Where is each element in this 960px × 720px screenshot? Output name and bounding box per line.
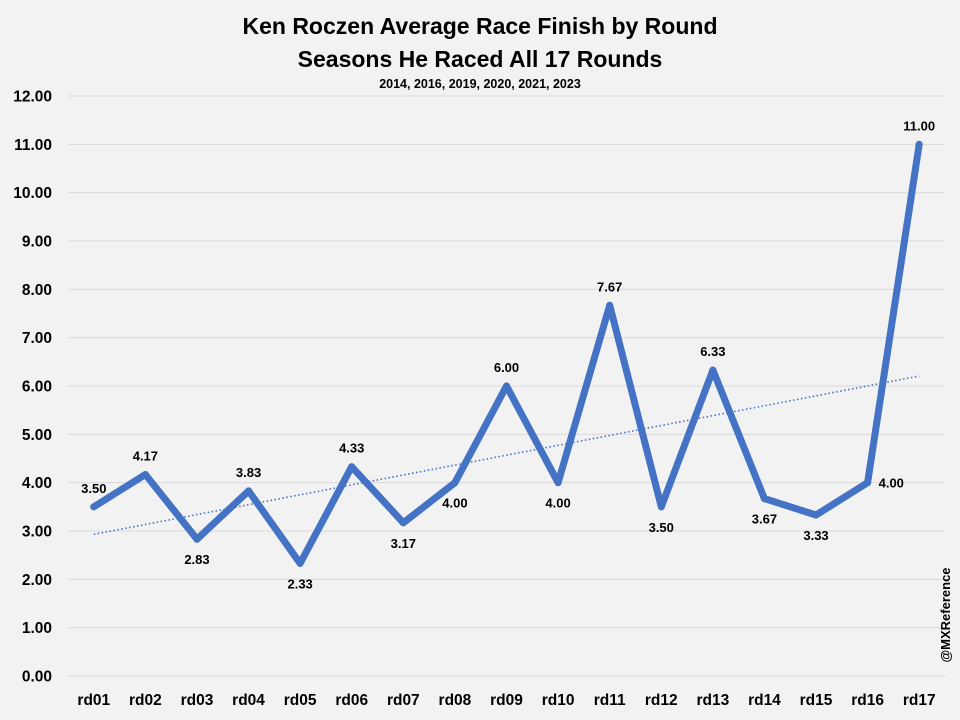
data-label: 3.83 bbox=[236, 465, 261, 480]
x-tick-label: rd15 bbox=[800, 692, 833, 709]
x-tick-label: rd14 bbox=[748, 692, 781, 709]
data-label: 4.00 bbox=[545, 496, 570, 511]
data-point bbox=[915, 140, 923, 148]
data-label: 4.33 bbox=[339, 441, 364, 456]
data-label: 3.50 bbox=[649, 520, 674, 535]
data-label: 3.33 bbox=[803, 528, 828, 543]
x-tick-label: rd05 bbox=[284, 692, 317, 709]
data-label: 3.17 bbox=[391, 536, 416, 551]
x-tick-label: rd06 bbox=[335, 692, 368, 709]
y-tick-label: 2.00 bbox=[22, 572, 52, 589]
data-point bbox=[503, 382, 510, 390]
data-point bbox=[760, 495, 768, 503]
data-label: 6.00 bbox=[494, 360, 519, 375]
y-tick-label: 6.00 bbox=[22, 379, 52, 396]
x-tick-label: rd11 bbox=[594, 692, 626, 709]
y-tick-label: 5.00 bbox=[22, 427, 52, 444]
x-tick-label: rd07 bbox=[387, 692, 420, 709]
x-tick-label: rd17 bbox=[903, 692, 936, 709]
data-point bbox=[606, 301, 614, 309]
data-point bbox=[812, 511, 820, 519]
y-tick-label: 11.00 bbox=[14, 137, 52, 154]
data-point bbox=[296, 559, 304, 567]
x-tick-label: rd08 bbox=[439, 692, 472, 709]
x-axis-tick-labels: rd01 rd02 rd03 rd04 rd05 rd06 rd07 rd08 rd09 rd10… bbox=[77, 692, 935, 709]
y-tick-label: 9.00 bbox=[22, 234, 52, 251]
y-tick-label: 10.00 bbox=[13, 185, 52, 202]
y-tick-label: 4.00 bbox=[22, 475, 52, 492]
data-label: 6.33 bbox=[700, 344, 725, 359]
watermark: @MXReference bbox=[938, 567, 953, 662]
data-point bbox=[348, 463, 356, 471]
x-tick-label: rd09 bbox=[490, 692, 523, 709]
data-label: 2.83 bbox=[184, 552, 209, 567]
x-tick-label: rd02 bbox=[129, 692, 162, 709]
data-label-layer: 3.50 4.17 2.83 3.83 2.33 4.33 3.17 4.00 6.00 4.00… bbox=[81, 118, 935, 591]
data-point bbox=[90, 503, 98, 511]
data-point bbox=[193, 535, 201, 543]
chart-title-line-2: Seasons He Raced All 17 Rounds bbox=[298, 46, 663, 72]
x-tick-label: rd13 bbox=[696, 692, 729, 709]
y-tick-label: 3.00 bbox=[22, 524, 52, 541]
x-tick-label: rd04 bbox=[232, 692, 265, 709]
x-tick-label: rd01 bbox=[77, 692, 110, 709]
data-label: 4.17 bbox=[133, 448, 158, 463]
data-point bbox=[709, 366, 717, 374]
data-label: 11.00 bbox=[903, 118, 935, 133]
y-tick-label: 0.00 bbox=[22, 669, 52, 686]
data-label: 7.67 bbox=[597, 279, 622, 294]
y-tick-label: 12.00 bbox=[13, 89, 52, 106]
data-point bbox=[864, 479, 872, 487]
data-point bbox=[554, 479, 562, 487]
y-tick-label: 8.00 bbox=[22, 282, 52, 299]
y-tick-label: 1.00 bbox=[22, 620, 52, 637]
data-label: 4.00 bbox=[442, 496, 467, 511]
data-label: 3.67 bbox=[752, 512, 777, 527]
series-layer bbox=[90, 140, 923, 567]
data-point bbox=[141, 470, 149, 478]
data-label: 2.33 bbox=[287, 576, 312, 591]
y-axis-tick-labels: 0.00 1.00 2.00 3.00 4.00 5.00 6.00 7.00 8.00 9.00… bbox=[13, 89, 52, 686]
data-point bbox=[245, 487, 253, 495]
series-line bbox=[90, 140, 923, 567]
chart-title-line-1: Ken Roczen Average Race Finish by Round bbox=[242, 13, 717, 39]
data-point bbox=[451, 479, 459, 487]
x-tick-label: rd10 bbox=[542, 692, 575, 709]
data-label: 3.50 bbox=[81, 481, 106, 496]
y-tick-label: 7.00 bbox=[22, 330, 52, 347]
chart-subtitle: 2014, 2016, 2019, 2020, 2021, 2023 bbox=[379, 77, 581, 91]
x-tick-label: rd12 bbox=[645, 692, 678, 709]
x-tick-label: rd03 bbox=[181, 692, 214, 709]
x-tick-label: rd16 bbox=[851, 692, 884, 709]
data-point bbox=[399, 519, 407, 527]
data-point bbox=[657, 503, 665, 511]
gridlines bbox=[68, 95, 945, 677]
data-label: 4.00 bbox=[879, 476, 904, 491]
